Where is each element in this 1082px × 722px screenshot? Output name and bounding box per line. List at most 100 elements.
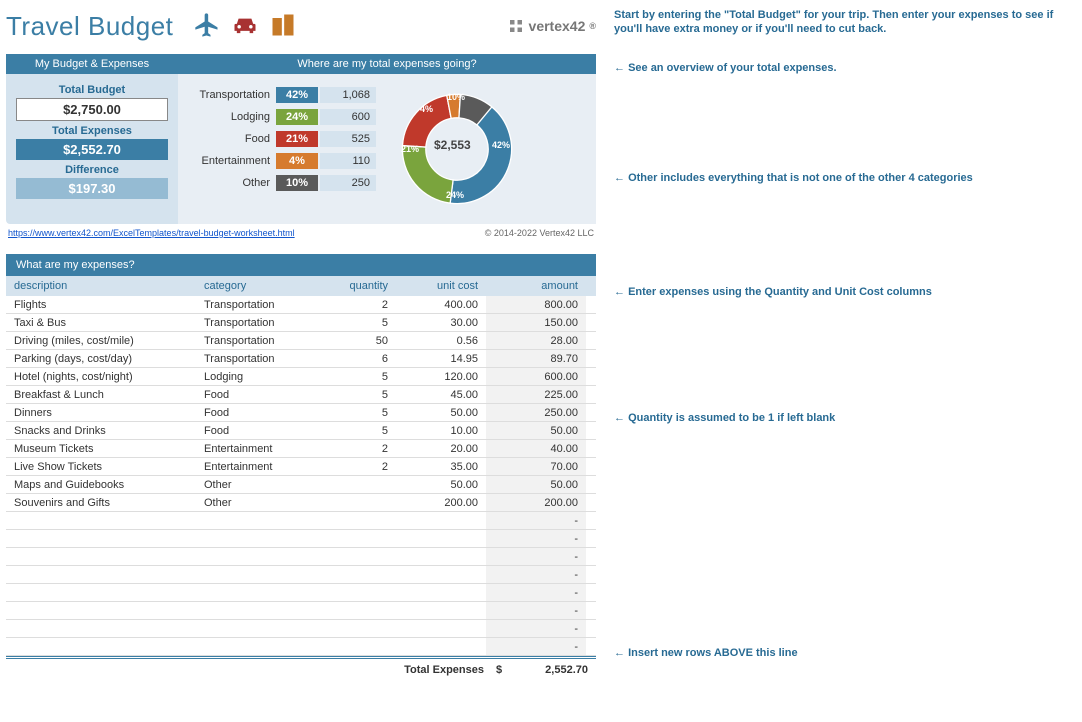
cell-amount: - <box>486 548 586 565</box>
cell-category[interactable]: Entertainment <box>196 461 326 473</box>
cell-category[interactable]: Food <box>196 425 326 437</box>
cell-unitcost[interactable]: 0.56 <box>396 335 486 347</box>
donut-chart: $2,553 42%24%21%4%10% <box>392 84 552 214</box>
cell-description[interactable]: Taxi & Bus <box>6 317 196 329</box>
category-pct: 24% <box>276 109 318 125</box>
category-row: Other10%250 <box>188 172 376 194</box>
cell-unitcost[interactable]: 10.00 <box>396 425 486 437</box>
anno-qty: Quantity is assumed to be 1 if left blan… <box>614 411 1056 425</box>
category-value: 250 <box>320 175 376 191</box>
cell-quantity[interactable]: 2 <box>326 299 396 311</box>
table-row[interactable]: Taxi & BusTransportation530.00150.00 <box>6 314 596 332</box>
cell-quantity[interactable]: 50 <box>326 335 396 347</box>
cell-unitcost[interactable]: 35.00 <box>396 461 486 473</box>
cell-unitcost[interactable]: 50.00 <box>396 407 486 419</box>
cell-unitcost[interactable]: 45.00 <box>396 389 486 401</box>
cell-amount: - <box>486 638 586 655</box>
cell-quantity[interactable]: 6 <box>326 353 396 365</box>
category-pct: 4% <box>276 153 318 169</box>
cell-category[interactable]: Food <box>196 389 326 401</box>
table-row[interactable]: Driving (miles, cost/mile)Transportation… <box>6 332 596 350</box>
category-value: 600 <box>320 109 376 125</box>
table-row[interactable]: Maps and GuidebooksOther 50.0050.00 <box>6 476 596 494</box>
table-row[interactable]: Souvenirs and GiftsOther 200.00200.00 <box>6 494 596 512</box>
cell-amount: 200.00 <box>486 494 586 511</box>
cell-description[interactable]: Souvenirs and Gifts <box>6 497 196 509</box>
template-source-link[interactable]: https://www.vertex42.com/ExcelTemplates/… <box>8 228 295 238</box>
cell-amount: 50.00 <box>486 476 586 493</box>
cell-description[interactable]: Hotel (nights, cost/night) <box>6 371 196 383</box>
cell-amount: 50.00 <box>486 422 586 439</box>
cell-quantity[interactable]: 2 <box>326 443 396 455</box>
cell-unitcost[interactable]: 30.00 <box>396 317 486 329</box>
table-row[interactable]: Breakfast & LunchFood545.00225.00 <box>6 386 596 404</box>
cell-category[interactable]: Other <box>196 479 326 491</box>
cell-category[interactable]: Transportation <box>196 299 326 311</box>
cell-description[interactable]: Breakfast & Lunch <box>6 389 196 401</box>
cell-category[interactable]: Transportation <box>196 335 326 347</box>
table-row[interactable]: Parking (days, cost/day)Transportation61… <box>6 350 596 368</box>
cell-unitcost[interactable]: 20.00 <box>396 443 486 455</box>
cell-unitcost[interactable]: 400.00 <box>396 299 486 311</box>
kpi-label: Total Expenses <box>16 121 168 139</box>
table-row-empty[interactable]: - <box>6 620 596 638</box>
cell-quantity[interactable]: 2 <box>326 461 396 473</box>
table-row-empty[interactable]: - <box>6 602 596 620</box>
table-row-empty[interactable]: - <box>6 548 596 566</box>
vertex42-logo: vertex42® <box>507 17 596 35</box>
table-row-empty[interactable]: - <box>6 566 596 584</box>
category-name: Transportation <box>188 89 276 101</box>
table-row-empty[interactable]: - <box>6 584 596 602</box>
cell-description[interactable]: Parking (days, cost/day) <box>6 353 196 365</box>
cell-category[interactable]: Food <box>196 407 326 419</box>
cell-category[interactable]: Entertainment <box>196 443 326 455</box>
cell-quantity[interactable]: 5 <box>326 389 396 401</box>
col-category: category <box>196 280 326 292</box>
car-icon <box>231 11 259 42</box>
cell-category[interactable]: Transportation <box>196 317 326 329</box>
cell-category[interactable]: Other <box>196 497 326 509</box>
cell-description[interactable]: Snacks and Drinks <box>6 425 196 437</box>
plane-icon <box>193 11 221 42</box>
cell-amount: 250.00 <box>486 404 586 421</box>
table-row-empty[interactable]: - <box>6 638 596 656</box>
table-row-empty[interactable]: - <box>6 530 596 548</box>
cell-description[interactable]: Dinners <box>6 407 196 419</box>
table-row[interactable]: FlightsTransportation2400.00800.00 <box>6 296 596 314</box>
cell-quantity[interactable]: 5 <box>326 371 396 383</box>
table-row[interactable]: DinnersFood550.00250.00 <box>6 404 596 422</box>
cell-description[interactable]: Maps and Guidebooks <box>6 479 196 491</box>
cell-category[interactable]: Transportation <box>196 353 326 365</box>
table-row-empty[interactable]: - <box>6 512 596 530</box>
copyright-text: © 2014-2022 Vertex42 LLC <box>485 228 594 238</box>
cell-unitcost[interactable]: 50.00 <box>396 479 486 491</box>
anno-insert: Insert new rows ABOVE this line <box>614 646 1056 660</box>
cell-unitcost[interactable]: 14.95 <box>396 353 486 365</box>
donut-slice-label: 10% <box>447 92 465 102</box>
anno-other: Other includes everything that is not on… <box>614 171 1056 185</box>
cell-amount: 225.00 <box>486 386 586 403</box>
col-quantity: quantity <box>326 280 396 292</box>
cell-amount: - <box>486 602 586 619</box>
cell-description[interactable]: Museum Tickets <box>6 443 196 455</box>
table-row[interactable]: Museum TicketsEntertainment220.0040.00 <box>6 440 596 458</box>
cell-description[interactable]: Flights <box>6 299 196 311</box>
cell-unitcost[interactable]: 120.00 <box>396 371 486 383</box>
summary-panel: My Budget & Expenses Total Budget$2,750.… <box>6 54 596 224</box>
cell-category[interactable]: Lodging <box>196 371 326 383</box>
anno-enter: Enter expenses using the Quantity and Un… <box>614 285 1056 299</box>
donut-slice-label: 21% <box>401 144 419 154</box>
cell-quantity[interactable]: 5 <box>326 425 396 437</box>
col-description: description <box>6 280 196 292</box>
cell-amount: 800.00 <box>486 296 586 313</box>
kpi-value[interactable]: $2,750.00 <box>16 98 168 121</box>
table-row[interactable]: Hotel (nights, cost/night)Lodging5120.00… <box>6 368 596 386</box>
table-row[interactable]: Snacks and DrinksFood510.0050.00 <box>6 422 596 440</box>
category-name: Entertainment <box>188 155 276 167</box>
cell-description[interactable]: Driving (miles, cost/mile) <box>6 335 196 347</box>
cell-quantity[interactable]: 5 <box>326 317 396 329</box>
cell-quantity[interactable]: 5 <box>326 407 396 419</box>
table-row[interactable]: Live Show TicketsEntertainment235.0070.0… <box>6 458 596 476</box>
cell-unitcost[interactable]: 200.00 <box>396 497 486 509</box>
cell-description[interactable]: Live Show Tickets <box>6 461 196 473</box>
